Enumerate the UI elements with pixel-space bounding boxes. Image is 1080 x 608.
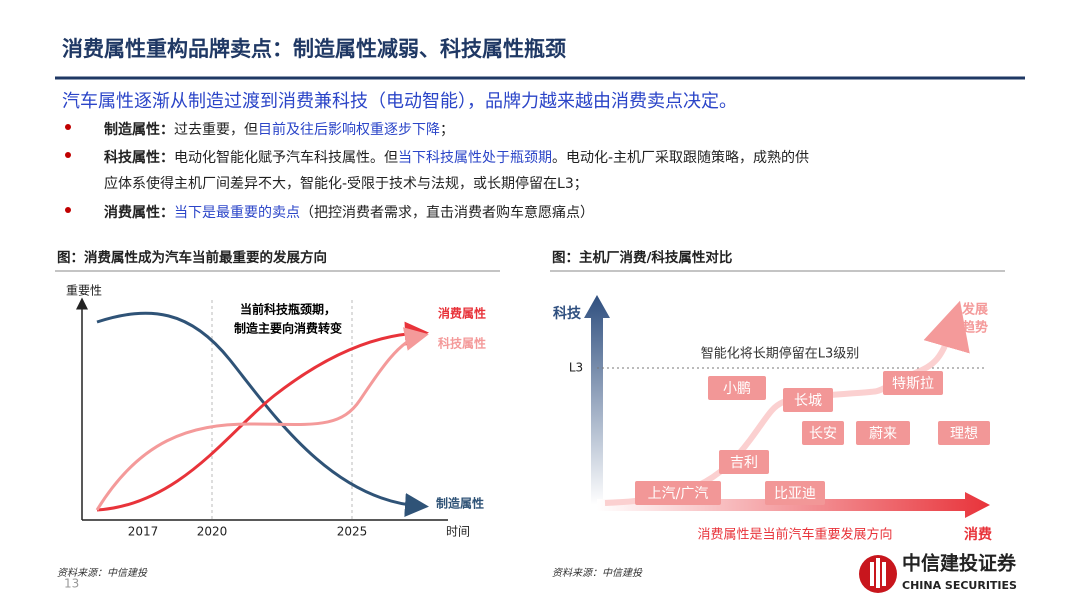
bullet-label: 消费属性： — [104, 204, 174, 221]
brand-label: 理想 — [950, 426, 978, 442]
y-axis — [584, 295, 610, 505]
right-figure: 图：主机厂消费/科技属性对比 科技 L3 智能化将长期停留在L3级别 发展 趋势… — [550, 249, 1005, 579]
y-label: 重要性 — [66, 284, 102, 298]
bullet-text: （把控消费者需求，直击消费者购车意愿痛点） — [300, 204, 594, 221]
logo: 中信建投证券 CHINA SECURITIES — [859, 552, 1017, 593]
bullet-label: 制造属性： — [104, 121, 174, 138]
logo-mark — [882, 562, 886, 586]
bullet-dot — [65, 207, 71, 213]
bullet: 制造属性：过去重要，但目前及往后影响权重逐步下降； — [104, 121, 454, 138]
bullet-text: 应体系使得主机厂间差异不大，智能化-受限于技术与法规，或长期停留在L3； — [104, 175, 588, 192]
bullet-text: 电动化智能化赋予汽车科技属性。但 — [174, 149, 398, 166]
brand-box — [765, 481, 825, 505]
brand-box — [708, 376, 766, 400]
bullet-text: 。电动化-主机厂采取跟随策略，成熟的供 — [552, 149, 809, 166]
source: 资料来源：中信建投 — [57, 567, 148, 579]
logo-mark — [876, 558, 880, 588]
curve-label: 制造属性 — [436, 496, 484, 511]
x-note: 消费属性是当前汽车重要发展方向 — [697, 527, 892, 543]
consumption-curve — [96, 321, 429, 512]
brand-label: 吉利 — [730, 455, 758, 471]
summary: 汽车属性逐渐从制造过渡到消费兼科技（电动智能），品牌力越来越由消费卖点决定。 — [62, 91, 737, 112]
tech-curve — [95, 327, 429, 511]
bullet-dot — [65, 124, 71, 130]
figure-title: 图：主机厂消费/科技属性对比 — [552, 249, 732, 266]
brand-box — [802, 421, 844, 445]
brand-label: 小鹏 — [723, 381, 751, 397]
bullet-text: 目前及往后影响权重逐步下降 — [258, 121, 440, 138]
manufacturing-curve — [96, 311, 429, 517]
annotation: 制造主要向消费转变 — [234, 321, 342, 336]
x-label: 时间 — [446, 525, 470, 539]
level-note: 智能化将长期停留在L3级别 — [701, 346, 860, 362]
bullet-label: 科技属性： — [104, 149, 174, 166]
brand-label: 蔚来 — [869, 426, 897, 442]
x-tick-label: 2020 — [197, 525, 228, 539]
bullet-text: 当下科技属性处于瓶颈期 — [398, 150, 552, 166]
brand-label: 长城 — [794, 393, 822, 409]
brand-box — [856, 421, 910, 445]
curve-label: 消费属性 — [438, 306, 486, 321]
bullet: 科技属性：电动化智能化赋予汽车科技属性。但当下科技属性处于瓶颈期。电动化-主机厂… — [104, 149, 809, 192]
bullet-text: 过去重要，但 — [174, 122, 258, 138]
x-label: 消费 — [964, 526, 992, 543]
source: 资料来源：中信建投 — [552, 567, 643, 579]
logo-en: CHINA SECURITIES — [902, 579, 1017, 592]
page-number: 13 — [64, 577, 79, 591]
level-label: L3 — [569, 361, 583, 375]
logo-mark — [870, 562, 874, 586]
trend-label: 发展 — [961, 302, 989, 318]
brand-box — [719, 450, 769, 474]
left-figure: 图：消费属性成为汽车当前最重要的发展方向 重要性 2017 2020 2025 … — [55, 249, 500, 579]
brand-label: 特斯拉 — [892, 376, 934, 392]
brand-label: 比亚迪 — [774, 486, 816, 502]
brand-label: 上汽/广汽 — [648, 486, 709, 502]
y-label: 科技 — [553, 305, 582, 322]
brand-box — [883, 371, 943, 395]
logo-cn: 中信建投证券 — [902, 552, 1017, 575]
curve-label: 科技属性 — [438, 336, 486, 351]
bullet-dot — [65, 152, 71, 158]
figure-title: 图：消费属性成为汽车当前最重要的发展方向 — [57, 249, 327, 266]
brand-box — [635, 481, 721, 505]
annotation: 当前科技瓶颈期， — [240, 302, 336, 317]
brand-label: 长安 — [809, 426, 837, 442]
x-tick-label: 2025 — [337, 525, 368, 539]
slide-title: 消费属性重构品牌卖点：制造属性减弱、科技属性瓶颈 — [62, 37, 566, 61]
bullet-text: 当下是最重要的卖点 — [174, 205, 300, 221]
brand-box — [783, 388, 833, 412]
trend-label: 趋势 — [962, 320, 988, 336]
bullet: 消费属性：当下是最重要的卖点（把控消费者需求，直击消费者购车意愿痛点） — [104, 204, 594, 221]
bullet-text: ； — [440, 122, 454, 138]
brand-box — [938, 421, 990, 445]
x-tick-label: 2017 — [128, 525, 159, 539]
bullets: 制造属性：过去重要，但目前及往后影响权重逐步下降； 科技属性：电动化智能化赋予汽… — [65, 121, 809, 221]
